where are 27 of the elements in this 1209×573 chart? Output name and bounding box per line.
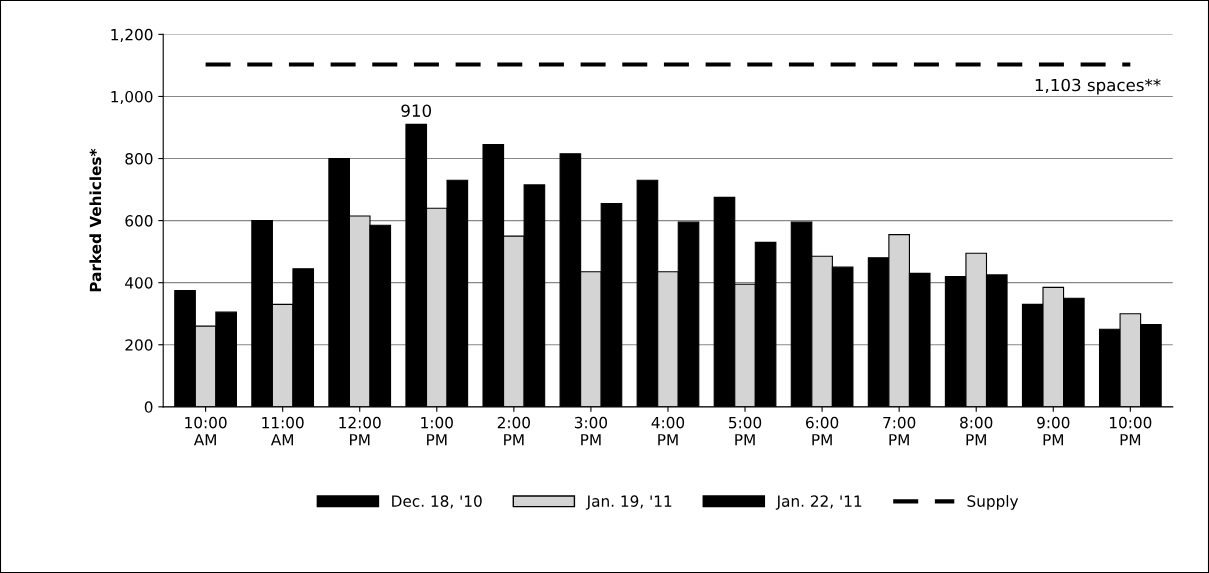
y-axis-title: Parked Vehicles*	[89, 148, 102, 292]
x-tick-label: 4:00 PM	[651, 416, 685, 446]
y-tick-label: 800	[125, 153, 153, 165]
annotation: 1,103 spaces**	[1035, 78, 1161, 95]
x-tick-label: 5:00 PM	[729, 416, 762, 446]
legend-label: Jan. 22, '11	[775, 495, 862, 510]
x-tick-label: 7:00 PM	[883, 416, 916, 446]
y-tick-label: 600	[125, 215, 153, 227]
y-tick-label: 200	[125, 339, 153, 351]
y-tick-label: 400	[125, 277, 153, 289]
x-tick-label: 10:00 PM	[1110, 416, 1152, 446]
legend-label: Dec. 18, '10	[392, 495, 482, 509]
x-tick-label: 11:00 AM	[262, 416, 304, 446]
x-tick-label: 10:00 AM	[185, 416, 227, 446]
x-tick-label: 6:00 PM	[806, 416, 839, 446]
x-tick-label: 12:00 PM	[339, 416, 381, 446]
x-tick-label: 3:00 PM	[574, 416, 608, 446]
data-label: 910	[401, 104, 432, 117]
y-tick-label: 1,000	[111, 90, 153, 105]
y-tick-label: 0	[144, 401, 153, 413]
y-tick-label: 1,200	[111, 28, 153, 42]
x-tick-label: 9:00 PM	[1037, 416, 1070, 446]
legend-label: Supply	[967, 495, 1019, 510]
x-tick-label: 8:00 PM	[960, 416, 993, 446]
x-tick-label: 1:00 PM	[421, 416, 453, 446]
x-tick-label: 2:00 PM	[497, 416, 530, 446]
legend-label: Jan. 19, '11	[585, 495, 672, 510]
